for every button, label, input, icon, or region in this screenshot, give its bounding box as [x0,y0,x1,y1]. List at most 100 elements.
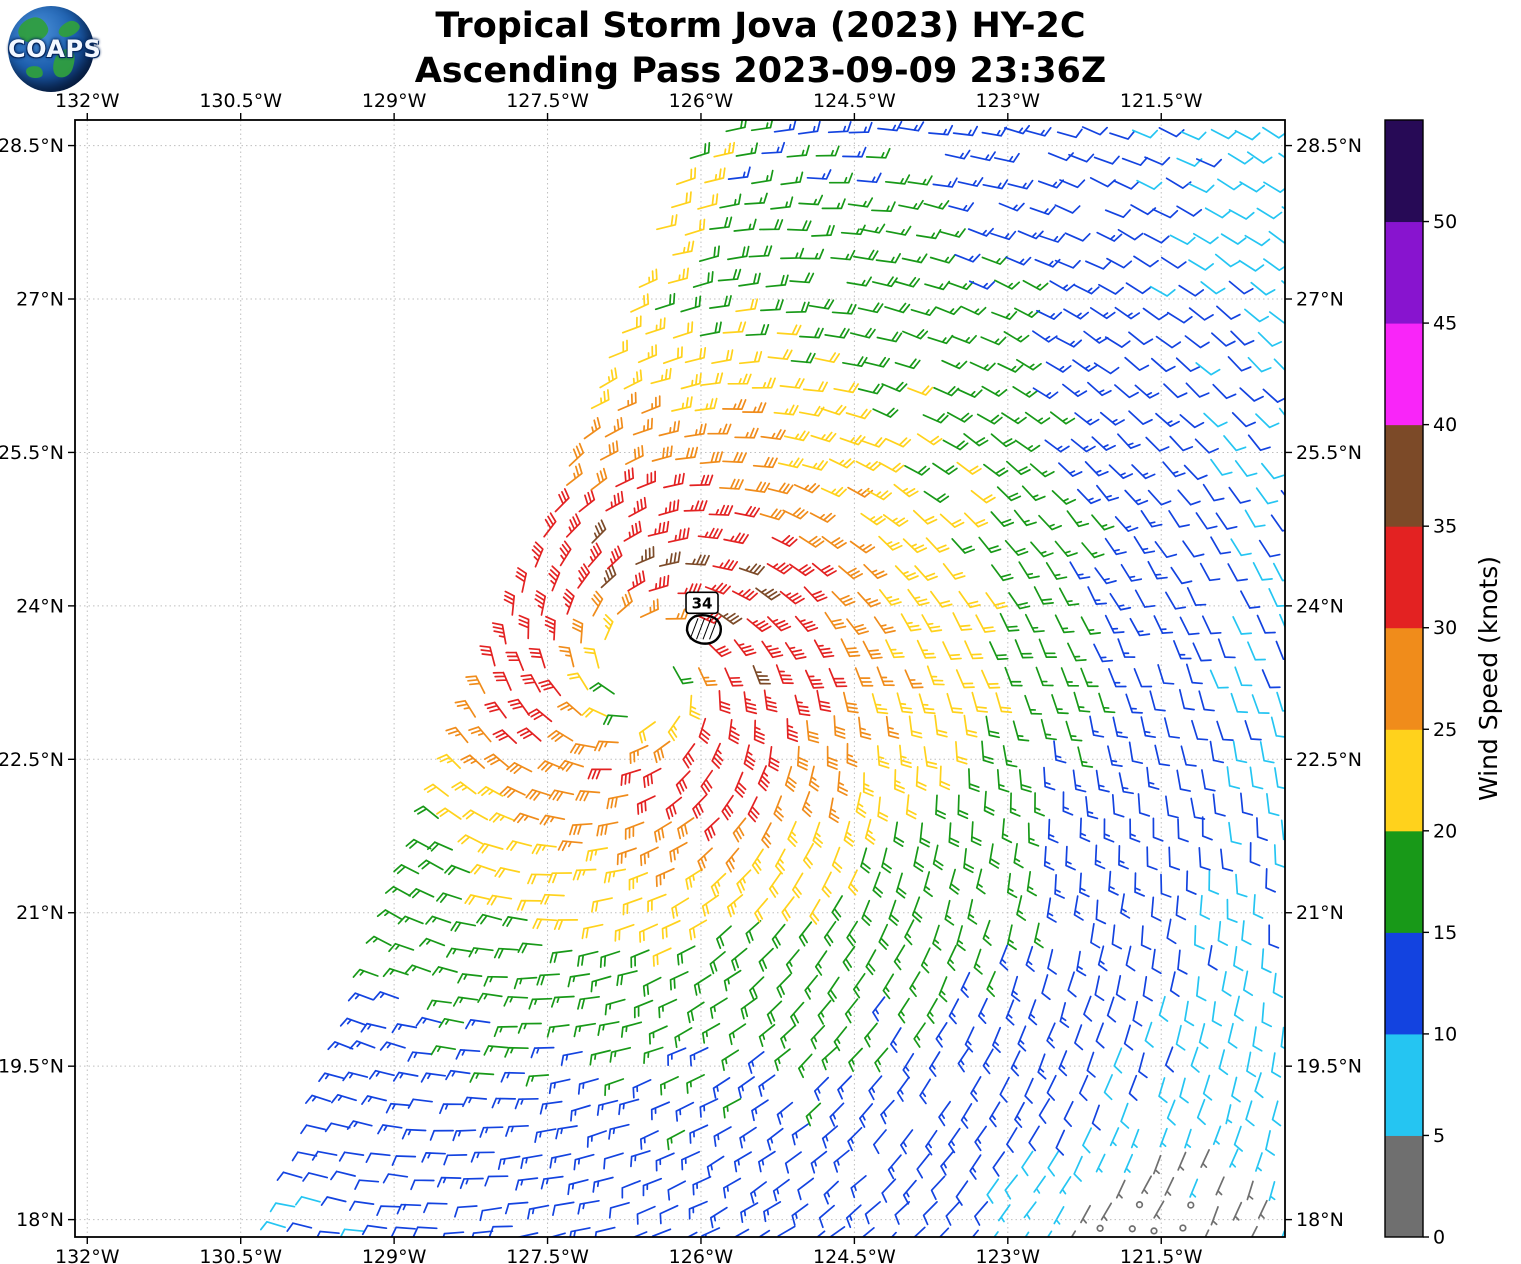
wind-barb [1210,1206,1219,1226]
wind-barb [431,966,458,976]
wind-barb [1228,280,1254,295]
wind-barb [1249,841,1261,867]
wind-barb [1180,131,1207,141]
wind-barb [1268,924,1280,949]
wind-barb [550,995,575,1008]
wind-barb [604,1078,625,1097]
wind-barb [1017,230,1044,240]
wind-barb [846,618,869,635]
wind-barb [413,805,439,820]
wind-barb [890,1027,902,1053]
wind-barb [554,488,570,513]
wind-barb [804,669,825,689]
wind-barb [568,1227,591,1237]
wind-barb [864,356,890,368]
wind-barb [401,1128,427,1140]
wind-barb [969,361,996,372]
wind-barb [930,590,953,608]
wind-barb [833,715,846,739]
wind-barb [1096,484,1120,502]
wind-barb [1062,791,1074,816]
wind-barb [514,1097,539,1110]
wind-barb [658,499,680,516]
wind-barb [570,1104,591,1122]
wind-barb [915,766,927,791]
x-tick-label-top: 121.5°W [1120,90,1203,112]
wind-barb [450,921,477,932]
wind-barb [1094,975,1105,1002]
wind-barb [1142,307,1169,321]
wind-barb [436,807,462,820]
wind-barb [821,1046,838,1071]
wind-barb [803,586,828,602]
wind-barb [848,1047,863,1073]
wind-barb [995,692,1013,714]
wind-barb [638,721,656,744]
wind-barb [1080,616,1102,635]
wind-barb [1261,462,1285,480]
wind-barb [1152,1154,1162,1175]
wind-barb [968,768,980,793]
wind-barb [1225,1104,1233,1125]
wind-barb [727,166,751,180]
wind-barb [591,590,604,617]
wind-barb [421,1152,446,1163]
wind-barb [902,329,929,340]
wind-barb [1190,797,1206,820]
wind-barb [1182,540,1205,558]
wind-barb [632,417,653,436]
wind-barb [305,1094,332,1104]
wind-barb [1179,414,1205,429]
wind-barb [907,175,933,186]
wind-barb [985,592,1008,610]
wind-barb [1064,232,1091,242]
wind-barb [893,483,919,498]
wind-barb [847,869,859,896]
wind-barb [784,1151,802,1174]
wind-barb [808,765,820,792]
wind-barb [992,1026,1002,1053]
wind-barb [667,1047,687,1067]
wind-barb [1100,1202,1113,1222]
wind-barb [1026,870,1037,897]
wind-barb [730,1228,750,1237]
wind-barb [896,692,913,714]
y-tick-label-right: 19.5°N [1296,1056,1362,1078]
wind-barb [773,404,799,416]
wind-barb [882,514,909,527]
wind-barb [847,197,874,208]
wind-barb [683,500,708,512]
wind-barb [392,1071,419,1082]
wind-barb [324,1122,351,1133]
wind-barb [1177,1151,1187,1171]
wind-barb [829,1102,845,1127]
wind-barb [624,821,645,840]
wind-barb [939,765,951,791]
wind-barb [1280,489,1285,507]
wind-barb [589,682,615,695]
wind-barb [1191,719,1209,741]
wind-barb [492,729,518,744]
wind-barb [667,527,690,543]
wind-barb [699,451,724,465]
wind-barb [476,913,503,925]
wind-barb [1030,541,1054,558]
wind-barb [779,377,805,389]
wind-barb [1247,1225,1258,1237]
colorbar-tick-label: 30 [1433,617,1457,639]
wind-barb [1049,411,1076,425]
wind-barb [1144,156,1171,166]
wind-barb [369,1069,395,1080]
wind-barb [828,667,848,688]
wind-barb [1184,1000,1195,1027]
wind-barb [609,1046,632,1063]
wind-barb [675,446,699,461]
wind-barb [999,612,1020,632]
wind-barb [685,868,704,890]
wind-barb [1212,383,1237,400]
wind-barb [713,1126,732,1147]
wind-barb [486,894,513,906]
wind-barb [1211,332,1236,347]
colorbar-tick-label: 5 [1433,1125,1445,1147]
wind-barb [599,367,618,389]
